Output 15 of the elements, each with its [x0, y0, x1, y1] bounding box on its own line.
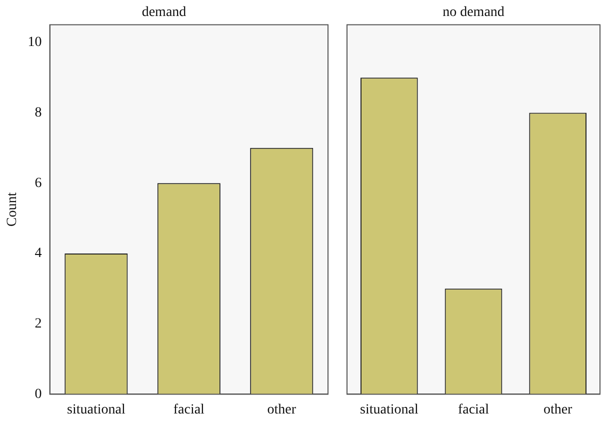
y-tick-label: 8	[34, 105, 42, 120]
x-tick-label: situational	[67, 402, 126, 418]
x-tick-label: situational	[360, 402, 418, 418]
x-tick-label: facial	[458, 402, 490, 418]
x-tick-label: facial	[173, 402, 205, 418]
y-tick-label: 4	[34, 246, 42, 262]
y-tick-label: 10	[28, 35, 42, 50]
y-tick-label: 0	[34, 386, 42, 402]
y-tick-label: 2	[34, 316, 42, 332]
x-tick-label: other	[267, 402, 296, 418]
x-tick-label: other	[543, 402, 573, 418]
y-tick-label: 6	[34, 176, 42, 191]
y-axis-title: Count	[5, 192, 20, 227]
chart-title: no demand	[442, 5, 504, 20]
chart-title: demand	[142, 5, 186, 20]
